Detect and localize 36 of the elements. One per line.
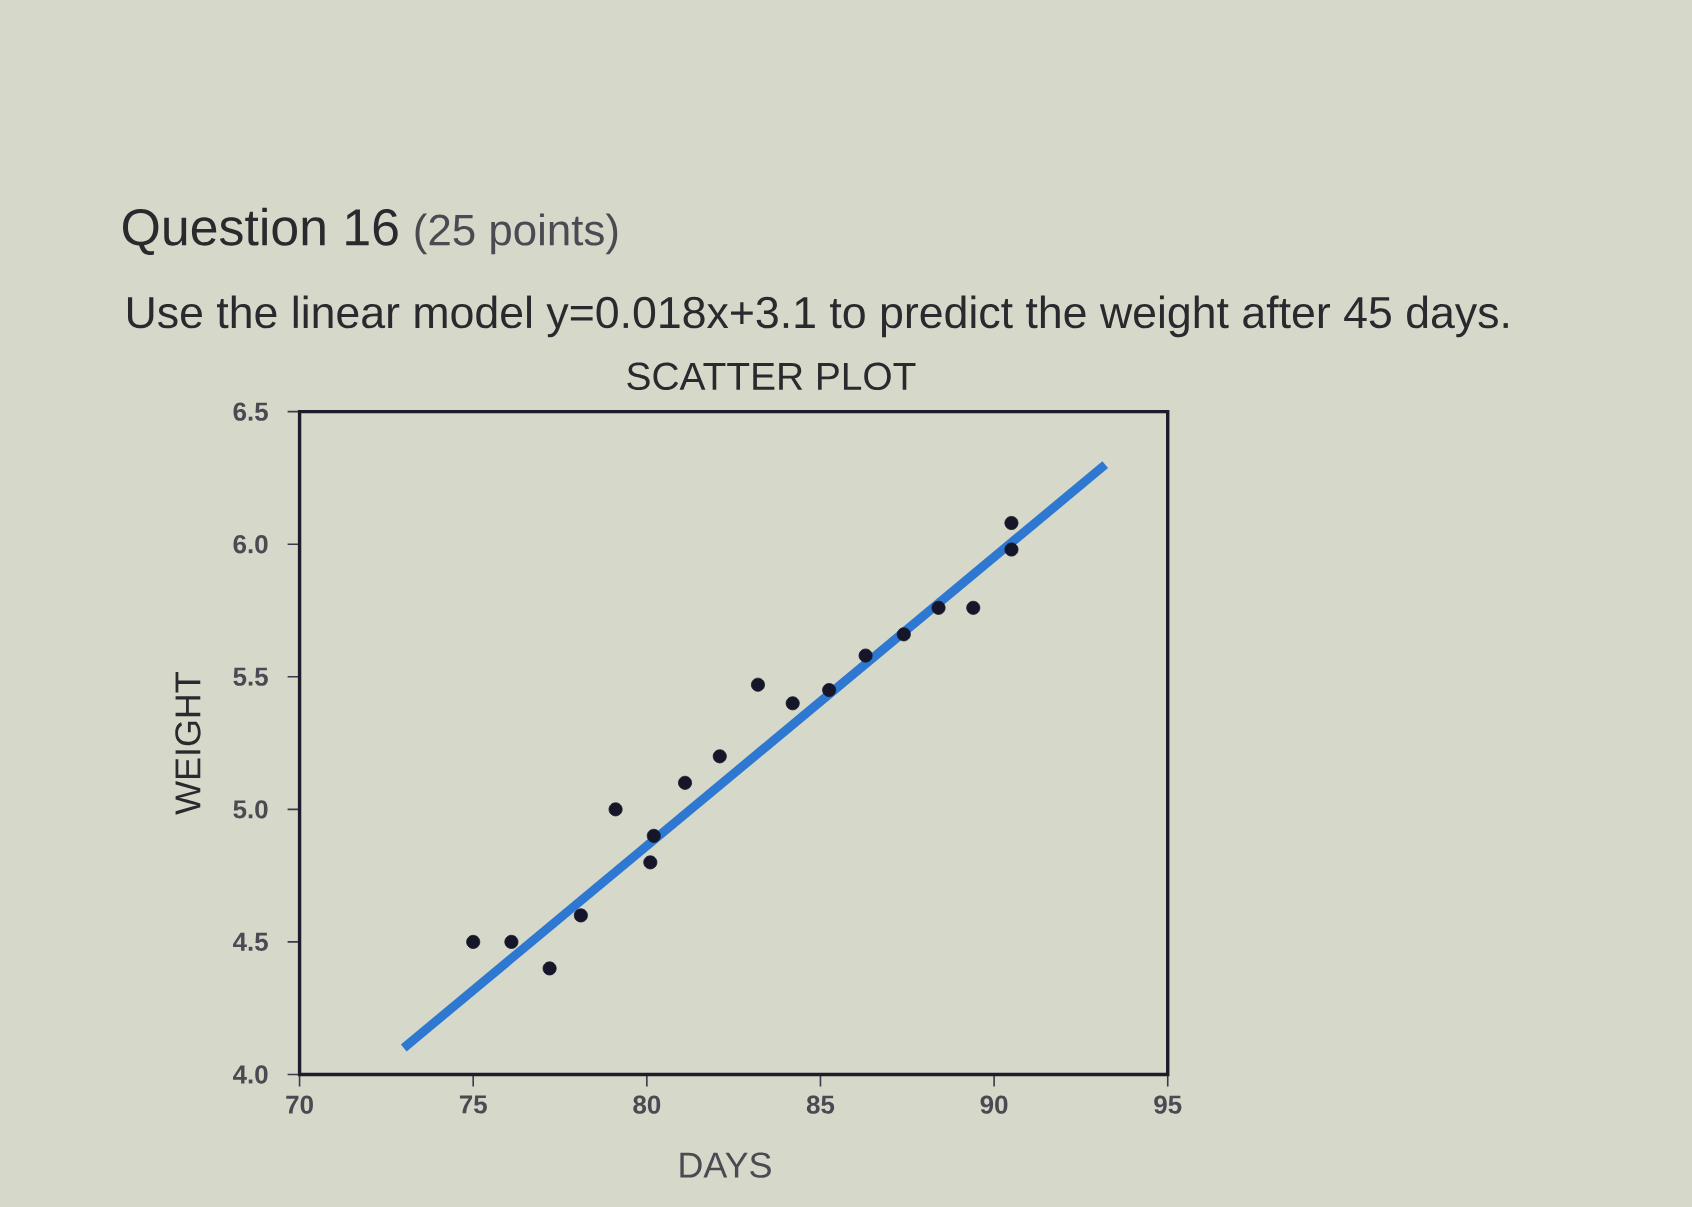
point	[504, 934, 519, 949]
y-tick-label: 6.5	[233, 402, 268, 421]
point	[608, 802, 623, 817]
text: Question 16	[123, 207, 398, 255]
x-tick-label: 85	[806, 1095, 835, 1114]
y-tick-label: 6.0	[233, 535, 268, 554]
text: (25 points)	[415, 213, 618, 255]
y-tick-label: 4.0	[232, 1065, 268, 1084]
x-tick-label: 70	[286, 1095, 313, 1114]
y-tick-label: 5.0	[233, 800, 268, 819]
point	[466, 934, 481, 949]
point	[785, 696, 800, 711]
point	[966, 600, 981, 615]
y-axis-title: WEIGHT	[175, 672, 201, 815]
point	[931, 600, 946, 615]
x-tick-label: 90	[980, 1095, 1008, 1114]
point	[858, 648, 873, 663]
point	[896, 627, 911, 642]
point	[1004, 542, 1019, 557]
point	[646, 828, 661, 843]
y-tick-label: 4.5	[232, 932, 268, 951]
point	[542, 961, 557, 976]
text: Use the linear model y=0.018x+3.1 to predict the weight after 45 days.	[127, 295, 1508, 338]
x-tick-label: 75	[459, 1095, 487, 1114]
point	[643, 855, 658, 870]
point	[822, 683, 837, 697]
point	[678, 775, 693, 790]
y-tick-label: 5.5	[233, 667, 268, 686]
x-tick-label: 80	[633, 1095, 661, 1114]
point	[712, 749, 727, 764]
point	[750, 677, 765, 692]
point	[573, 908, 588, 923]
x-axis-title: DAYS	[680, 1152, 771, 1178]
point	[1004, 516, 1019, 530]
x-tick-label: 95	[1154, 1095, 1182, 1114]
chart-title: SCATTER PLOT	[627, 362, 916, 391]
